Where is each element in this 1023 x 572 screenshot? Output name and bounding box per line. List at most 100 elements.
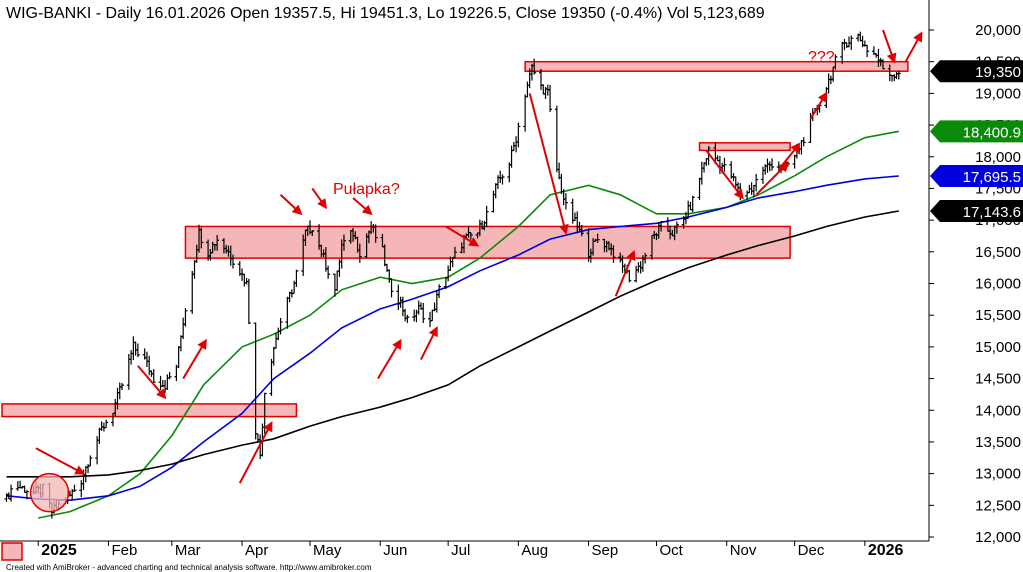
- ohlc-bar: [421, 302, 426, 324]
- x-tick-label: Apr: [245, 542, 268, 559]
- ohlc-bar: [865, 44, 870, 58]
- ohlc-bar: [627, 269, 632, 283]
- ohlc-bar: [516, 122, 521, 148]
- y-tick-label: 16,000: [975, 276, 1021, 293]
- ohlc-bar: [151, 369, 156, 383]
- annotation-arrow: [445, 225, 480, 247]
- ohlc-bar: [563, 193, 568, 210]
- ohlc-bar: [674, 221, 679, 234]
- ohlc-bar: [770, 158, 774, 171]
- ohlc-bar: [231, 254, 235, 269]
- y-tick-label: 14,000: [975, 402, 1021, 419]
- x-tick-label: Jun: [383, 542, 407, 559]
- ohlc-bar: [643, 252, 648, 264]
- ohlc-bar: [373, 224, 378, 243]
- ohlc-bars: [4, 31, 901, 519]
- annotation-arrow: [809, 91, 828, 120]
- ohlc-bar: [120, 383, 125, 390]
- annotation-arrow: [279, 194, 303, 216]
- annotation-arrow: [882, 29, 897, 64]
- zone-16700: [184, 225, 791, 259]
- x-tick-label: Jul: [451, 542, 470, 559]
- y-tick-label: 16,500: [975, 244, 1021, 261]
- annotation-arrow: [311, 187, 328, 210]
- annotation-arrow: [238, 421, 273, 484]
- support-resistance-zones: [1, 60, 909, 561]
- zone-19500: [524, 60, 909, 72]
- ohlc-bar: [104, 419, 109, 429]
- annotation-markers: [29, 29, 923, 513]
- ohlc-bar: [215, 234, 220, 251]
- x-tick-label: Oct: [660, 542, 684, 559]
- ohlc-bar: [135, 343, 140, 358]
- ohlc-bar: [24, 489, 29, 500]
- ohlc-bar: [246, 278, 251, 325]
- y-tick-label: 20,000: [975, 22, 1021, 39]
- zone-14000: [1, 403, 298, 418]
- credit-footer: Created with AmiBroker - advanced charti…: [6, 563, 372, 572]
- ma_black-line: [6, 210, 899, 478]
- highlight-circle: [29, 472, 70, 513]
- ohlc-bar: [754, 173, 759, 192]
- ohlc-bar: [72, 484, 77, 492]
- chart-title: WIG-BANKI - Daily 16.01.2026 Open 19357.…: [6, 5, 765, 22]
- tag-label: 18,400.9: [963, 124, 1021, 141]
- annotation-arrow: [420, 326, 438, 360]
- ohlc-bar: [341, 234, 346, 251]
- tag-label: 17,143.6: [963, 204, 1021, 221]
- x-tick-label: Mar: [175, 542, 201, 559]
- ohlc-bar: [849, 35, 854, 50]
- x-tick-label: Aug: [521, 542, 548, 559]
- ohlc-bar: [484, 205, 489, 228]
- ohlc-bar: [801, 137, 806, 147]
- tag-background: [930, 165, 1023, 188]
- y-tick-label: 12,500: [975, 497, 1021, 514]
- ohlc-bar: [437, 284, 442, 299]
- ohlc-bar: [199, 227, 204, 249]
- ohlc-bar: [452, 246, 457, 259]
- ohlc-bar: [548, 84, 553, 112]
- x-tick-label: 2026: [868, 542, 904, 559]
- legend-zone-swatch: [1, 542, 23, 561]
- tag-label: 19,350: [975, 64, 1021, 81]
- question-annotation: ???: [808, 49, 835, 66]
- x-tick-label: Feb: [111, 542, 137, 559]
- ma_blue-line: [6, 175, 899, 502]
- y-tick-label: 19,000: [975, 85, 1021, 102]
- last-value-tag: 19,350: [930, 60, 1023, 83]
- y-tick-label: 18,000: [975, 149, 1021, 166]
- x-tick-label: Dec: [798, 542, 825, 559]
- last-value-tag: 17,143.6: [930, 200, 1023, 223]
- ohlc-bar: [706, 146, 711, 166]
- y-tick-label: 13,500: [975, 434, 1021, 451]
- annotation-arrow: [778, 142, 801, 171]
- annotation-arrow: [352, 197, 373, 216]
- annotation-arrow: [377, 338, 402, 380]
- last-value-tags: 19,350 18,400.9 17,695.5 17,143.6: [930, 60, 1023, 223]
- ohlc-bar: [595, 233, 600, 243]
- x-tick-label: Nov: [730, 542, 757, 559]
- moving-averages: [6, 130, 899, 519]
- ohlc-bar: [326, 265, 331, 279]
- ohlc-bar: [88, 455, 93, 467]
- ma_green-line: [38, 130, 899, 519]
- y-tick-label: 15,500: [975, 307, 1021, 324]
- x-tick-label: May: [313, 542, 342, 559]
- last-value-tag: 17,695.5: [930, 165, 1023, 188]
- x-tick-label: Sep: [592, 542, 619, 559]
- annotation-arrow: [35, 447, 86, 475]
- annotation-arrow: [137, 365, 167, 400]
- annotation-arrow: [755, 161, 790, 196]
- ohlc-bar: [690, 195, 695, 213]
- ohlc-bar: [500, 174, 505, 185]
- ohlc-bar: [294, 269, 299, 287]
- ohlc-bar: [183, 308, 188, 327]
- ohlc-bar: [310, 230, 315, 237]
- ohlc-bar: [389, 278, 394, 298]
- annotation-arrow: [182, 338, 207, 380]
- ohlc-bar: [405, 314, 410, 323]
- y-tick-label: 15,000: [975, 339, 1021, 356]
- ohlc-bar: [278, 317, 283, 335]
- ohlc-bar: [167, 371, 172, 380]
